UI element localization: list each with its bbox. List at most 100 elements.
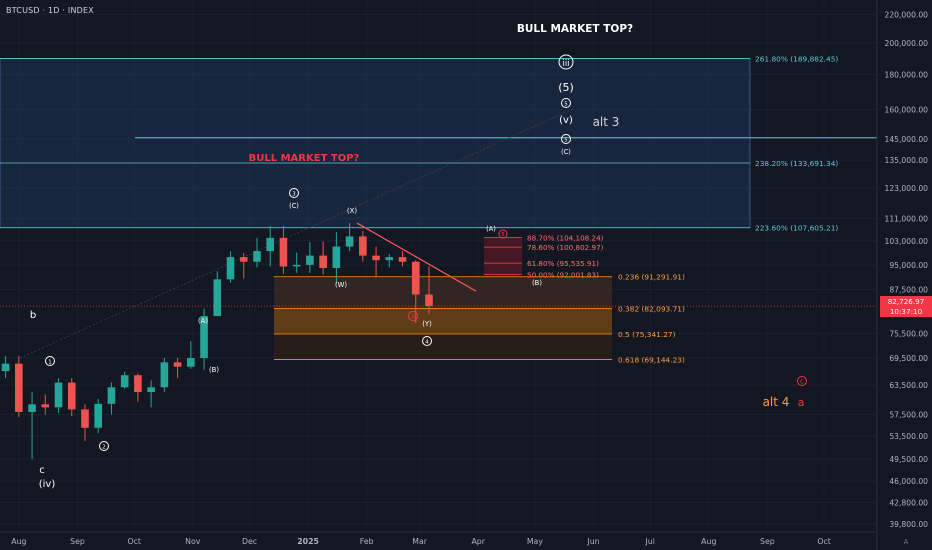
candle-body (279, 237, 288, 267)
wave-iii-circled: iii (563, 58, 570, 68)
current-price-value: 82,726.97 (887, 297, 925, 307)
candle-body (345, 236, 354, 247)
price-tick-label: 46,000.00 (889, 477, 928, 486)
candle-body (15, 363, 23, 412)
resistance-trendline (356, 222, 477, 292)
fib-retrace-label: 0.236 (91,291.91) (618, 273, 685, 282)
candle-body (411, 261, 420, 295)
candle-body (173, 362, 182, 367)
time-tick-label: Aug (11, 537, 26, 546)
time-tick-label: Oct (127, 537, 140, 546)
wave-3-circled-ring (289, 188, 299, 198)
bar-countdown: 10:37:10 (889, 307, 923, 317)
wave-v-label: (v) (559, 115, 573, 126)
candle-body (239, 257, 248, 262)
candle-body (306, 255, 314, 265)
bull-market-top-red-label: BULL MARKET TOP? (249, 153, 360, 164)
wave-5-circled-upper-ring (561, 98, 571, 108)
wave-X-label: (X) (347, 207, 358, 215)
candle-body (187, 358, 195, 367)
time-tick-label: May (527, 537, 544, 546)
auto-scale-button[interactable]: A (903, 538, 909, 546)
wave-C-peak-label: (C) (289, 202, 299, 210)
alt4-label: alt 4 (763, 395, 790, 409)
candle-body (253, 251, 261, 262)
wave-5-circled-lower: 5 (564, 137, 567, 143)
price-tick-label: 103,000.00 (885, 237, 929, 246)
candles (1, 223, 433, 460)
small-fib-label: 61.80% (95,535.91) (527, 259, 599, 268)
candle-body (54, 382, 63, 408)
candle-body (398, 257, 407, 262)
time-tick-label: Sep (760, 537, 775, 546)
time-tick-label: Sep (70, 537, 85, 546)
candle-body (28, 404, 36, 412)
wave-c-label: c (39, 465, 45, 476)
time-tick-label: Nov (185, 537, 201, 546)
fib-extension-label: 238.20% (133,691.34) (755, 159, 838, 168)
candle-body (134, 375, 142, 393)
candle-body (213, 279, 222, 317)
price-tick-label: 87,500.00 (889, 285, 928, 294)
time-tick-label: Jul (644, 537, 654, 546)
fib-extension-zone (0, 58, 751, 229)
wave-1-circled: 1 (48, 359, 51, 365)
wave-4-circled: 4 (425, 339, 429, 345)
candle-body (1, 363, 10, 372)
alt3-label: alt 3 (593, 115, 620, 129)
price-tick-label: 200,000.00 (885, 39, 929, 48)
wave-A-nov-label: (A) (198, 317, 208, 325)
fib-lines (0, 58, 877, 360)
fib-extension-label: 223.60% (107,605.21) (755, 224, 838, 233)
candle-body (41, 404, 50, 408)
candle-body (385, 257, 394, 261)
price-tick-label: 69,500.00 (889, 354, 928, 363)
price-tick-label: 145,000.00 (885, 135, 929, 144)
candle-body (200, 316, 208, 359)
candle-body (81, 409, 89, 428)
retrace-zone-3 (274, 333, 612, 360)
alt4-a-label: a (798, 396, 805, 409)
wave-C-red-circled-ring (797, 376, 807, 386)
wave-iv-label: (iv) (39, 479, 56, 490)
candle-body (359, 236, 367, 256)
candle-body (147, 387, 155, 393)
time-tick-label: Mar (412, 537, 428, 546)
candle-body (107, 387, 116, 404)
time-tick-label: Apr (471, 537, 485, 546)
time-tick-label: Dec (242, 537, 257, 546)
current-price-badge: 82,726.97 10:37:10 (880, 296, 932, 318)
small-fib-label: 88.70% (104,108.24) (527, 234, 604, 243)
wave-B-red-circled-ring (498, 229, 508, 239)
price-tick-label: 111,000.00 (885, 214, 929, 223)
wave-C-red-circled: C (800, 379, 804, 385)
candle-body (425, 294, 433, 307)
candle-body (319, 255, 327, 269)
wave-1-circled-ring (45, 356, 55, 366)
wave-5-circled-lower-ring (561, 134, 571, 144)
small-fib-label: 50.00% (92,001.83) (527, 270, 599, 279)
price-tick-label: 135,000.00 (885, 156, 929, 165)
price-tick-label: 63,500.00 (889, 381, 928, 390)
wave-C-top-label: (C) (561, 148, 571, 156)
symbol-title: BTCUSD · 1D · INDEX (6, 6, 94, 15)
price-tick-label: 180,000.00 (885, 70, 929, 79)
projection-line (19, 109, 573, 359)
price-scale-panel (877, 0, 932, 550)
candle-body (266, 237, 275, 252)
candle-body (67, 382, 76, 410)
wave-Y-label: (Y) (422, 320, 432, 328)
wave-A-apr-label: (A) (486, 225, 496, 233)
wave-annotations: 261.80% (189,882.45) 238.20% (133,691.34)… (30, 23, 839, 490)
small-fib-label: 78.60% (100,802.97) (527, 243, 604, 252)
wave-5-circled-upper: 5 (564, 101, 567, 107)
price-tick-label: 53,500.00 (889, 432, 928, 441)
time-tick-label: Feb (360, 537, 374, 546)
price-tick-label: 95,000.00 (889, 261, 928, 270)
wave-3-circled: 3 (292, 191, 295, 197)
candle-body (292, 264, 301, 267)
bull-market-top-label: BULL MARKET TOP? (517, 23, 633, 35)
time-tick-label: Jun (586, 537, 599, 546)
